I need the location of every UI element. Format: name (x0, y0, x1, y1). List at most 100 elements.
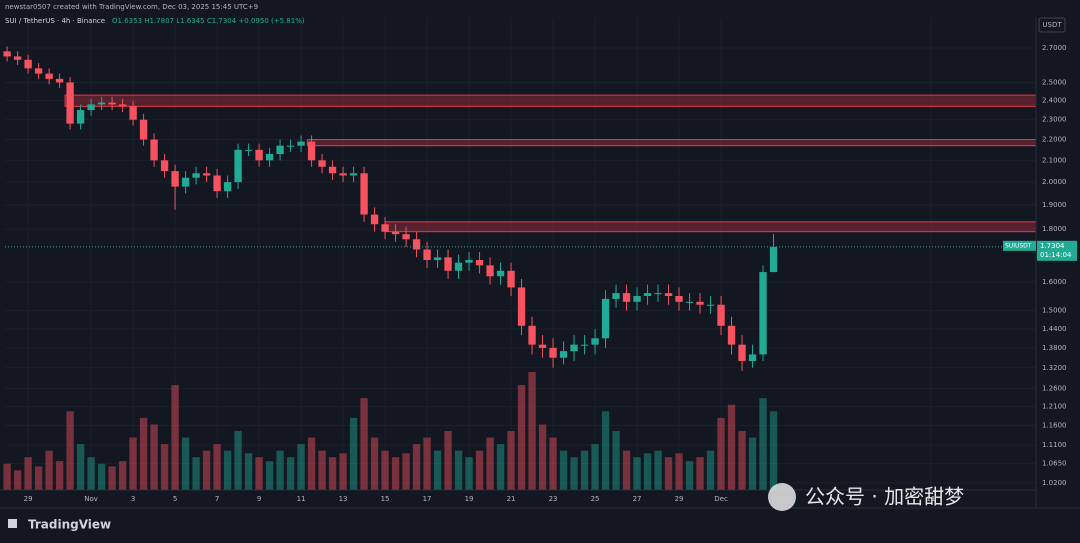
x-tick-label: 3 (131, 495, 135, 503)
volume-bar (486, 437, 494, 490)
x-tick-label: 9 (257, 495, 261, 503)
candle-body (643, 293, 652, 296)
volume-bar (381, 450, 389, 490)
candle-body (192, 173, 200, 178)
volume-bar (454, 450, 463, 490)
volume-bar (192, 457, 200, 490)
volume-bar (391, 457, 400, 490)
candle-body (538, 344, 547, 348)
candle-body (612, 293, 620, 299)
volume-bar (727, 404, 736, 490)
y-tick-label: 1.6000 (1042, 278, 1067, 286)
candle-body (55, 78, 64, 83)
volume-bar (139, 417, 148, 490)
volume-bar (654, 450, 662, 490)
candle-body (706, 304, 715, 306)
x-tick-label: 15 (381, 495, 390, 503)
candle-body (223, 182, 232, 192)
volume-bar (339, 453, 347, 490)
y-tick-label: 1.2600 (1042, 385, 1067, 393)
candle-body (297, 141, 305, 146)
candle-body (738, 344, 746, 362)
symbol-line: SUI / TetherUS · 4h · Binance (5, 17, 105, 25)
symbol-label: SUIUSDT (1005, 242, 1032, 249)
candle-body (664, 293, 673, 296)
volume-bar (108, 466, 116, 490)
candle-body (559, 351, 568, 358)
y-tick-label: 2.1000 (1042, 156, 1067, 164)
volume-bar (349, 417, 358, 490)
candle-body (129, 106, 137, 120)
volume-bar (559, 450, 568, 490)
candle-body (465, 260, 473, 263)
y-tick-label: 2.5000 (1042, 78, 1067, 86)
y-tick-label: 1.1100 (1042, 441, 1067, 449)
volume-bar (223, 450, 232, 490)
volume-bar (517, 385, 526, 490)
volume-bar (244, 453, 253, 490)
y-tick-label: 1.1600 (1042, 421, 1067, 429)
candle-body (759, 272, 767, 355)
candle-body (580, 344, 589, 346)
volume-bar (465, 457, 473, 490)
volume-bar (3, 463, 11, 490)
watermark-text: 公众号 · 加密甜梦 (805, 485, 964, 509)
candle-body (45, 73, 53, 79)
x-tick-label: Nov (84, 495, 98, 503)
y-tick-label: 1.2100 (1042, 403, 1067, 411)
candle-body (717, 304, 725, 326)
candle-body (139, 119, 148, 140)
candle-body (412, 239, 421, 250)
y-tick-label: 2.2000 (1042, 136, 1067, 144)
candle-body (391, 231, 400, 235)
volume-bar (34, 466, 43, 490)
volume-bar (318, 450, 326, 490)
candle-body (24, 59, 32, 69)
volume-bar (265, 461, 274, 490)
candle-body (381, 224, 389, 232)
volume-bar (633, 457, 641, 490)
candle-body (622, 293, 631, 302)
volume-bar (276, 450, 284, 490)
x-tick-label: 29 (24, 495, 33, 503)
y-tick-label: 2.7000 (1042, 44, 1067, 52)
volume-bar (45, 450, 53, 490)
x-tick-label: 19 (465, 495, 474, 503)
volume-bar (202, 450, 211, 490)
x-tick-label: Dec (714, 495, 728, 503)
volume-bar (706, 450, 715, 490)
candle-body (454, 262, 463, 271)
candle-body (675, 295, 683, 302)
x-tick-label: 25 (591, 495, 600, 503)
candle-body (433, 257, 442, 261)
volume-bar (507, 431, 515, 490)
candle-body (202, 173, 211, 176)
volume-bar (118, 461, 127, 490)
x-tick-label: 13 (339, 495, 348, 503)
volume-bar (181, 437, 190, 490)
candle-body (328, 166, 337, 174)
y-tick-label: 1.9000 (1042, 201, 1067, 209)
candle-body (286, 145, 295, 147)
candle-body (486, 265, 494, 277)
candle-body (696, 301, 704, 305)
volume-bar (97, 463, 106, 490)
y-tick-label: 1.8000 (1042, 225, 1067, 233)
countdown: 01:14:04 (1040, 251, 1072, 259)
volume-bar (664, 457, 673, 490)
brand: TradingView (8, 518, 111, 532)
x-tick-label: 27 (633, 495, 642, 503)
candle-body (255, 149, 263, 161)
volume-bar (685, 461, 694, 490)
watermark-icon (768, 483, 796, 511)
volume-bar (24, 457, 32, 490)
volume-bar (150, 424, 158, 490)
candle-body (360, 173, 368, 215)
candle-body (244, 149, 253, 151)
y-tick-label: 1.0650 (1042, 460, 1067, 468)
price-label: 1.7304 (1040, 242, 1065, 250)
candle-body (87, 104, 95, 111)
volume-bar (675, 453, 683, 490)
y-tick-label: 1.3200 (1042, 364, 1067, 372)
